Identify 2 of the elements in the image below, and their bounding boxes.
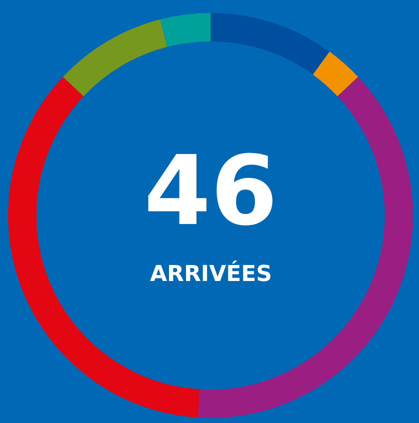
text: 46 — [144, 135, 278, 247]
text: ARRIVÉES — [150, 260, 272, 287]
